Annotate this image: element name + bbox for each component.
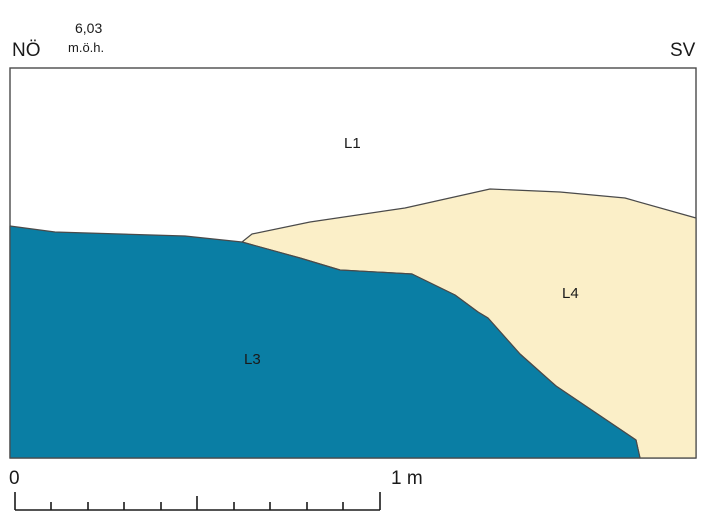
scale-end-label: 1 m <box>391 468 423 489</box>
orientation-left-label: NÖ <box>12 40 41 61</box>
layer-l3 <box>9 225 641 459</box>
layer-label-l1: L1 <box>344 135 361 152</box>
layer-label-l3: L3 <box>244 351 261 368</box>
orientation-right-label: SV <box>670 40 696 61</box>
layer-label-l4: L4 <box>562 285 579 302</box>
scale-start-label: 0 <box>9 468 20 489</box>
elevation-unit: m.ö.h. <box>68 40 104 55</box>
scale-bar <box>14 492 381 511</box>
elevation-value: 6,03 <box>75 20 102 36</box>
